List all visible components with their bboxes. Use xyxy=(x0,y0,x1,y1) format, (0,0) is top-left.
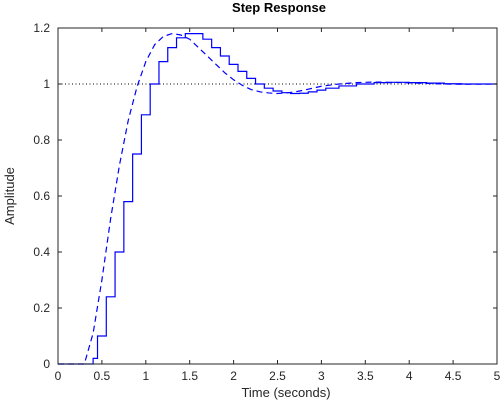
y-tick-label: 0 xyxy=(43,357,50,371)
x-tick-label: 2.5 xyxy=(269,369,286,383)
x-tick-label: 0 xyxy=(55,369,62,383)
y-tick-label: 0.8 xyxy=(33,133,50,147)
chart-title: Step Response xyxy=(232,0,326,15)
series-layer xyxy=(58,32,498,365)
x-tick-label: 4.5 xyxy=(445,369,462,383)
y-tick-label: 0.4 xyxy=(33,245,50,259)
x-tick-label: 4 xyxy=(406,369,413,383)
x-tick-label: 0.5 xyxy=(94,369,111,383)
y-tick-label: 0.2 xyxy=(33,301,50,315)
discrete-response-series xyxy=(58,33,497,365)
continuous-response-series xyxy=(58,32,498,365)
y-tick-label: 1 xyxy=(43,77,50,91)
x-tick-label: 3 xyxy=(318,369,325,383)
x-tick-label: 3.5 xyxy=(357,369,374,383)
x-tick-label: 5 xyxy=(494,369,501,383)
x-tick-label: 1 xyxy=(142,369,149,383)
y-axis-label: Amplitude xyxy=(2,167,17,225)
y-tick-label: 0.6 xyxy=(33,189,50,203)
x-tick-label: 1.5 xyxy=(181,369,198,383)
plot-area xyxy=(58,28,497,364)
x-axis-label: Time (seconds) xyxy=(241,385,330,400)
x-tick-label: 2 xyxy=(230,369,237,383)
tick-layer: 0 0.5 1 1.5 2 2.5 3 3.5 4 4.5 5 0 0.2 0.4 0.6 0.8 1 1.2 xyxy=(33,21,500,383)
y-tick-label: 1.2 xyxy=(33,21,50,35)
